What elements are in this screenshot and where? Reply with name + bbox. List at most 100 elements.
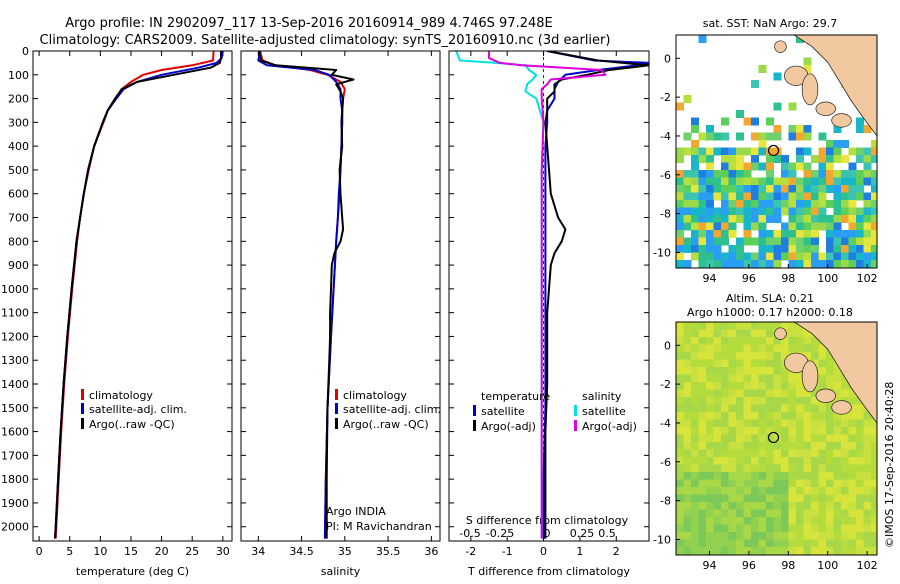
map-cell bbox=[826, 140, 834, 148]
map-cell bbox=[871, 457, 877, 465]
map-cell bbox=[856, 464, 864, 473]
map-cell bbox=[766, 359, 774, 368]
map-cell bbox=[856, 125, 864, 133]
plot-frame bbox=[240, 50, 441, 542]
series-line-0 bbox=[542, 51, 649, 539]
map-cell bbox=[773, 185, 782, 193]
y-tick-label: 900 bbox=[8, 259, 29, 272]
map-cell bbox=[721, 502, 729, 510]
map-cell bbox=[826, 449, 834, 458]
map-cell bbox=[803, 230, 812, 238]
map-cell bbox=[841, 524, 849, 533]
map-cell bbox=[683, 267, 692, 268]
map-cell bbox=[766, 434, 774, 443]
map-cell bbox=[773, 434, 782, 443]
map-cell bbox=[856, 427, 864, 435]
map-cell bbox=[848, 389, 857, 398]
map-cell bbox=[736, 367, 744, 375]
map-cell bbox=[818, 155, 827, 163]
map-cell bbox=[721, 554, 729, 555]
map-cell bbox=[781, 177, 789, 186]
map-cell bbox=[706, 442, 714, 450]
map-cell bbox=[841, 449, 849, 458]
map-cell bbox=[796, 329, 804, 338]
map-cell bbox=[811, 449, 819, 458]
map-cell bbox=[758, 260, 767, 268]
map-cell bbox=[751, 322, 759, 330]
map-cell bbox=[818, 472, 827, 480]
map-cell bbox=[848, 215, 857, 223]
map-cell bbox=[841, 170, 849, 178]
map-cell bbox=[683, 554, 692, 555]
map-cell bbox=[833, 434, 842, 443]
map-cell bbox=[766, 539, 774, 548]
map-cell bbox=[833, 532, 842, 540]
map-cell bbox=[728, 374, 737, 383]
legend-label-0: climatology bbox=[343, 389, 407, 402]
map-cell bbox=[743, 494, 752, 503]
map-cell bbox=[758, 382, 767, 390]
map-cell bbox=[683, 502, 692, 510]
map-cell bbox=[728, 419, 737, 428]
map-y-tick-label: -6 bbox=[660, 169, 671, 182]
map-cell bbox=[848, 170, 857, 178]
map-cell bbox=[781, 419, 789, 428]
map-cell bbox=[758, 547, 767, 555]
map-cell bbox=[698, 412, 707, 420]
map-cell bbox=[826, 547, 834, 555]
map-cell bbox=[713, 449, 722, 458]
map-cell bbox=[713, 524, 722, 533]
map-cell bbox=[811, 215, 819, 223]
map-cell bbox=[833, 367, 842, 375]
map-cell bbox=[683, 547, 692, 555]
legend-swatch-0 bbox=[335, 389, 338, 400]
map-cell bbox=[856, 509, 864, 518]
map-cell bbox=[736, 155, 744, 163]
map-cell bbox=[811, 442, 819, 450]
map-cell bbox=[848, 532, 857, 540]
map-cell bbox=[743, 374, 752, 383]
map-cell bbox=[773, 237, 782, 246]
map-cell bbox=[833, 125, 842, 133]
map-cell bbox=[706, 252, 714, 261]
map-cell bbox=[721, 479, 729, 488]
map-cell bbox=[788, 494, 797, 503]
map-cell bbox=[803, 532, 812, 540]
map-cell bbox=[676, 397, 684, 405]
map-cell bbox=[803, 427, 812, 435]
map-cell bbox=[833, 207, 842, 216]
map-cell bbox=[773, 260, 782, 268]
map-cell bbox=[721, 434, 729, 443]
map-cell bbox=[713, 359, 722, 368]
map-cell bbox=[818, 162, 827, 171]
map-cell bbox=[736, 532, 744, 540]
map-cell bbox=[803, 554, 812, 555]
map-cell bbox=[818, 442, 827, 450]
map-cell bbox=[736, 329, 744, 338]
map-cell bbox=[728, 215, 737, 223]
map-cell bbox=[841, 200, 849, 208]
map-cell bbox=[796, 442, 804, 450]
map-cell bbox=[766, 322, 774, 330]
map-cell bbox=[721, 147, 729, 156]
map-cell bbox=[706, 329, 714, 338]
map-cell bbox=[736, 517, 744, 525]
map-cell bbox=[811, 222, 819, 231]
map-cell bbox=[803, 267, 812, 268]
map-cell bbox=[788, 102, 797, 111]
map-cell bbox=[803, 389, 812, 398]
map-cell bbox=[856, 215, 864, 223]
map-cell bbox=[766, 457, 774, 465]
map-cell bbox=[803, 215, 812, 223]
map-y-tick-label: -10 bbox=[653, 533, 671, 546]
map-cell bbox=[728, 479, 737, 488]
map-cell bbox=[841, 177, 849, 186]
map-cell bbox=[848, 479, 857, 488]
map-y-tick-label: 0 bbox=[664, 52, 671, 65]
map-cell bbox=[833, 215, 842, 223]
map-cell bbox=[713, 260, 722, 268]
map-cell bbox=[856, 147, 864, 156]
map-cell bbox=[796, 404, 804, 413]
map-cell bbox=[691, 487, 699, 495]
map-cell bbox=[683, 539, 692, 548]
